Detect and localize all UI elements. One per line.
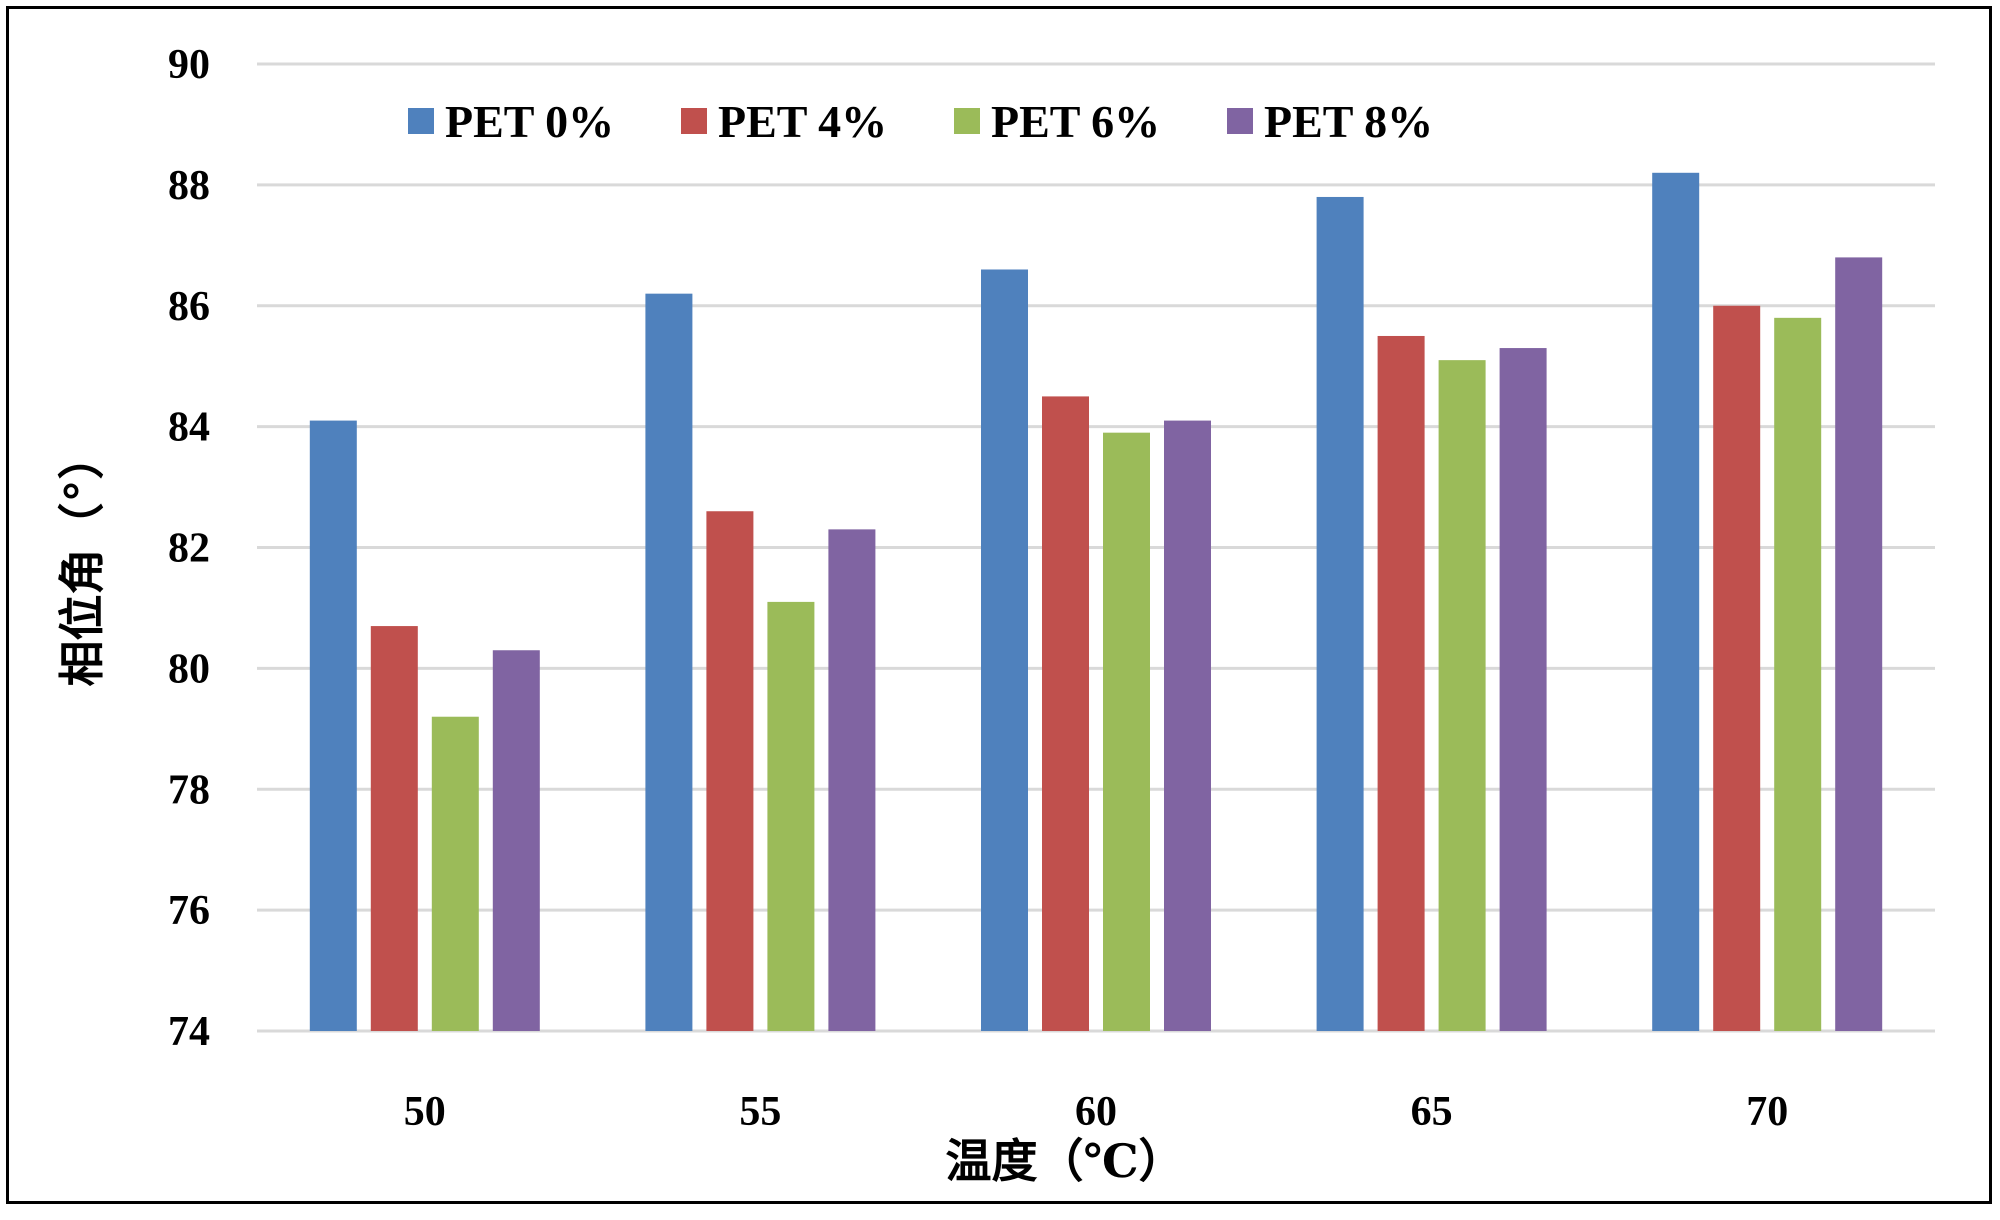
x-tick-label: 60 <box>1075 1089 1117 1135</box>
x-tick-label: 70 <box>1746 1089 1788 1135</box>
bar-pet-8--60 <box>1164 420 1211 1031</box>
bar-pet-0--65 <box>1316 196 1364 1031</box>
bar-pet-8--65 <box>1499 348 1547 1031</box>
bars <box>309 172 1883 1032</box>
y-tick-label: 76 <box>168 888 210 934</box>
bar-pet-0--50 <box>309 420 357 1031</box>
y-tick-label: 74 <box>168 1009 210 1055</box>
bar-pet-8--70 <box>1835 257 1883 1031</box>
y-tick-label: 84 <box>168 405 210 451</box>
x-tick-label: 65 <box>1411 1089 1453 1135</box>
x-axis-ticks: 50 55 60 65 70 <box>404 1089 1788 1135</box>
bar-pet-0--70 <box>1652 172 1700 1032</box>
y-tick-label: 86 <box>168 284 210 330</box>
bar-pet-6--50 <box>431 716 479 1031</box>
x-axis-title: 温度（℃） <box>945 1134 1184 1188</box>
legend-label: PET 4% <box>718 96 887 147</box>
legend-swatch <box>954 108 980 134</box>
legend-label: PET 8% <box>1264 96 1433 147</box>
bar-pet-8--55 <box>828 529 876 1031</box>
x-tick-label: 55 <box>739 1089 781 1135</box>
bar-pet-4--55 <box>706 511 754 1031</box>
legend: PET 0% PET 4% PET 6% PET 8% <box>408 96 1433 147</box>
y-tick-label: 78 <box>168 767 210 813</box>
bar-pet-6--55 <box>767 601 815 1031</box>
y-axis-title: 相位角（°） <box>55 434 109 687</box>
bar-pet-8--50 <box>492 650 540 1031</box>
y-tick-label: 82 <box>168 526 210 572</box>
y-tick-label: 88 <box>168 163 210 209</box>
bar-pet-4--65 <box>1377 335 1425 1031</box>
bar-pet-4--50 <box>370 626 418 1031</box>
bar-pet-4--60 <box>1042 396 1089 1031</box>
y-axis-ticks: 74 76 78 80 82 84 86 88 90 <box>168 42 210 1055</box>
x-tick-label: 50 <box>404 1089 446 1135</box>
bar-pet-0--55 <box>645 293 693 1032</box>
legend-swatch <box>408 108 434 134</box>
bar-pet-0--60 <box>981 269 1028 1031</box>
y-tick-label: 80 <box>168 646 210 692</box>
bar-pet-6--60 <box>1103 432 1150 1031</box>
bar-pet-6--70 <box>1774 317 1822 1031</box>
legend-swatch <box>1227 108 1253 134</box>
legend-label: PET 6% <box>991 96 1160 147</box>
legend-swatch <box>681 108 707 134</box>
bar-pet-4--70 <box>1713 305 1761 1031</box>
legend-label: PET 0% <box>445 96 614 147</box>
y-tick-label: 90 <box>168 42 210 88</box>
bar-pet-6--65 <box>1438 360 1486 1031</box>
